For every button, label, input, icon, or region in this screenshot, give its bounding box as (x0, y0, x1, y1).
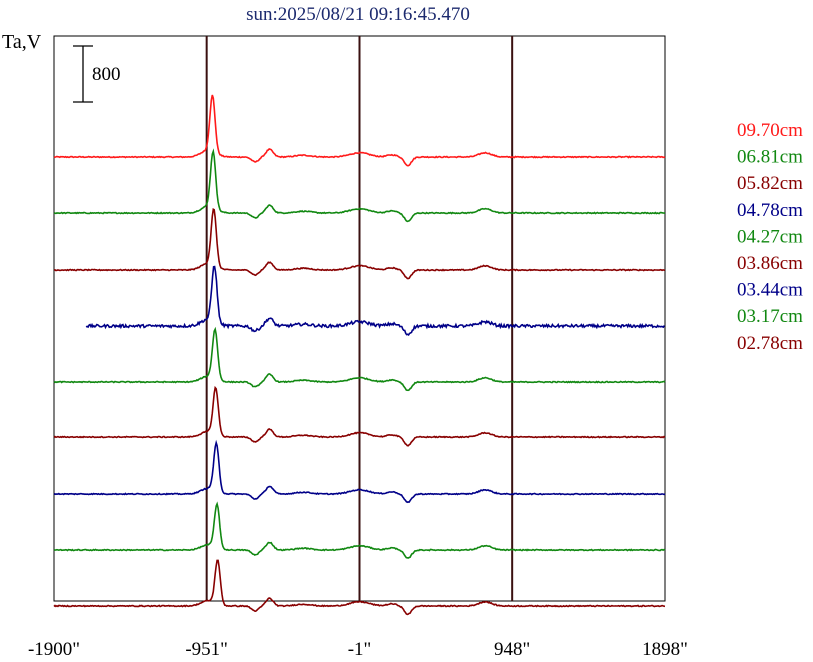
scale-bar: 800 (73, 45, 121, 103)
x-tick-label: 1898" (642, 639, 688, 660)
legend-entry: 04.78cm (737, 200, 803, 221)
series-trace-04.27cm (53, 326, 666, 392)
scale-bar-label: 800 (92, 64, 121, 85)
x-tick-label: 948" (494, 639, 530, 660)
legend-entry: 09.70cm (737, 120, 803, 141)
chart-title: sun:2025/08/21 09:16:45.470 (246, 4, 470, 25)
series-trace-03.44cm (53, 439, 666, 504)
legend-entry: 06.81cm (737, 147, 803, 168)
series-trace-06.81cm (53, 148, 665, 223)
legend-entry: 02.78cm (737, 333, 803, 354)
legend-entry: 05.82cm (737, 173, 803, 194)
legend-entry: 03.17cm (737, 306, 803, 327)
series-trace-09.70cm (53, 94, 666, 167)
series-trace-05.82cm (53, 208, 666, 280)
series-trace-02.78cm (53, 559, 666, 616)
series-trace-03.17cm (53, 501, 666, 559)
series-trace-04.78cm (85, 265, 666, 336)
legend-entry: 04.27cm (737, 226, 803, 247)
x-tick-label: -951" (185, 639, 228, 660)
legend-entry: 03.86cm (737, 253, 803, 274)
x-tick-label: -1900" (28, 639, 80, 660)
x-tick-label: -1" (348, 639, 372, 660)
series-trace-03.86cm (53, 385, 666, 447)
y-axis-label: Ta,V (2, 31, 42, 53)
legend-entry: 03.44cm (737, 280, 803, 301)
